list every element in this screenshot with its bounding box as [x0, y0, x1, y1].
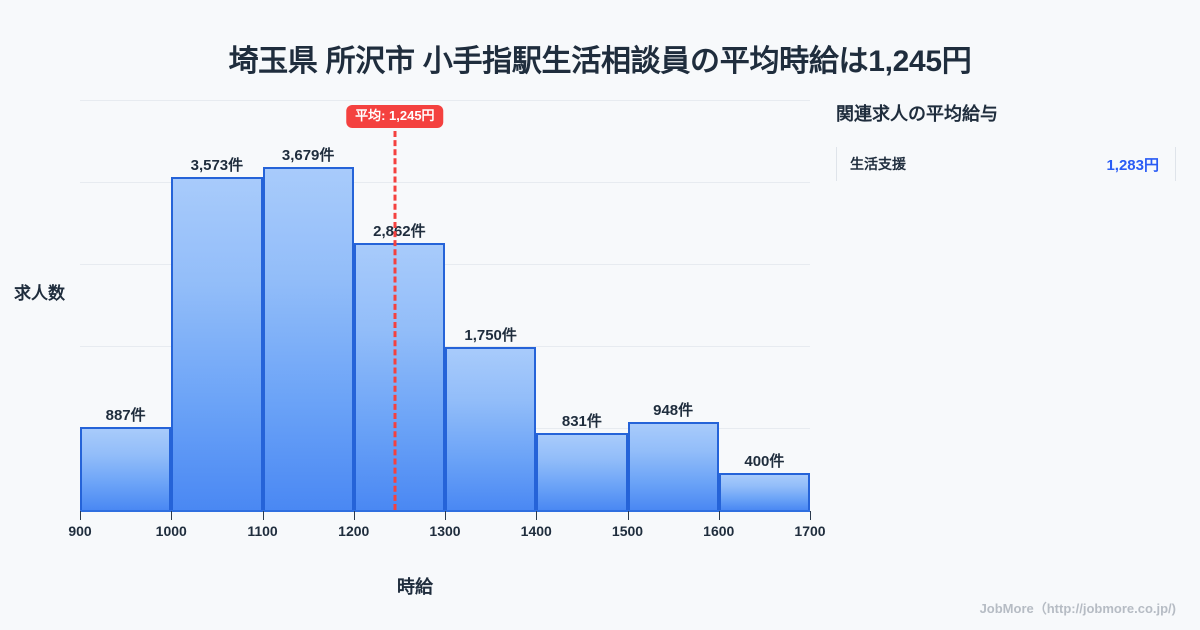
histogram-bar [718, 472, 810, 510]
x-axis-title: 時給 [397, 577, 433, 597]
x-axis-tick-label: 1500 [611, 523, 644, 539]
bar-value-label: 831件 [561, 412, 602, 430]
page-title: 埼玉県 所沢市 小手指駅生活相談員の平均時給は1,245円 [228, 45, 972, 78]
x-axis-tick-label: 900 [68, 523, 92, 539]
histogram-bar [536, 432, 628, 510]
histogram-bar [80, 427, 172, 510]
x-axis-tick [80, 511, 81, 520]
related-salary-row-label: 生活支援 [850, 156, 906, 172]
bar-value-label: 2,862件 [373, 223, 426, 241]
x-axis-tick [445, 511, 446, 520]
x-axis-tick-label: 1000 [155, 523, 187, 539]
x-axis-tick-label: 1600 [703, 523, 735, 539]
average-badge: 平均: 1,245円 [346, 105, 444, 129]
x-axis-tick-label: 1400 [520, 523, 552, 539]
bar-value-label: 400件 [744, 452, 785, 470]
y-axis-title: 求人数 [14, 284, 65, 303]
related-salary-list: 生活支援 1,283円 [836, 147, 1176, 181]
related-salary-panel: 関連求人の平均給与 生活支援 1,283円 [836, 100, 1176, 181]
gridline [80, 182, 810, 183]
x-axis-tick-label: 1700 [794, 523, 826, 539]
x-axis-tick [262, 511, 264, 520]
x-axis-tick [171, 511, 173, 520]
histogram-bar [353, 243, 445, 510]
gridline [80, 264, 810, 265]
x-axis-tick [718, 511, 720, 520]
histogram-bar [262, 167, 354, 510]
gridline [80, 346, 810, 347]
gridline [80, 100, 810, 101]
x-axis-tick [810, 511, 811, 520]
x-axis-tick [627, 511, 629, 520]
watermark: JobMore（http://jobmore.co.jp/) [979, 601, 1176, 616]
histogram-bar [627, 421, 719, 510]
x-axis-tick [536, 511, 538, 520]
x-axis-tick [353, 511, 355, 520]
bar-value-label: 948件 [653, 401, 694, 419]
bar-value-label: 1,750件 [464, 326, 517, 344]
average-dashed-line [393, 131, 397, 510]
histogram-bar [171, 177, 263, 510]
histogram-plot: 887件 3,573件 3,679件 2,862件 1,750件 831件 948件 400件… [14, 100, 826, 597]
bar-value-label: 887件 [105, 407, 146, 425]
x-axis-tick-label: 1100 [247, 523, 278, 539]
related-salary-heading: 関連求人の平均給与 [836, 104, 998, 124]
related-salary-row-value: 1,283円 [1106, 156, 1159, 174]
bar-value-label: 3,679件 [281, 147, 335, 165]
x-axis-tick-label: 1200 [338, 523, 370, 539]
related-salary-row: 生活支援 1,283円 [836, 147, 1176, 181]
bar-value-label: 3,573件 [190, 157, 244, 175]
histogram-bar [445, 346, 537, 510]
x-axis-tick-label: 1300 [429, 523, 461, 539]
